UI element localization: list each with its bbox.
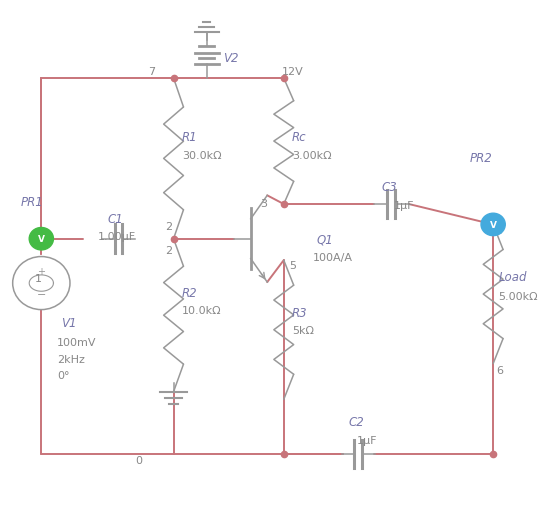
Text: 7: 7 bbox=[148, 67, 155, 77]
Text: PR2: PR2 bbox=[469, 151, 492, 164]
Text: 100A/A: 100A/A bbox=[312, 252, 353, 262]
Text: Load: Load bbox=[499, 271, 527, 284]
Text: 5: 5 bbox=[289, 261, 296, 271]
Text: V: V bbox=[38, 235, 45, 244]
Text: 2kHz: 2kHz bbox=[57, 354, 85, 364]
Text: C2: C2 bbox=[349, 415, 365, 428]
Text: C3: C3 bbox=[382, 181, 398, 194]
Circle shape bbox=[29, 228, 53, 250]
Text: 30.0kΩ: 30.0kΩ bbox=[182, 150, 222, 160]
Text: V1: V1 bbox=[61, 317, 76, 330]
Text: 1μF: 1μF bbox=[357, 435, 377, 445]
Text: 1μF: 1μF bbox=[394, 200, 414, 210]
Text: V: V bbox=[490, 220, 496, 230]
Text: 3.00kΩ: 3.00kΩ bbox=[292, 150, 332, 160]
Circle shape bbox=[481, 214, 505, 236]
Text: 0°: 0° bbox=[57, 371, 69, 381]
Text: 3: 3 bbox=[261, 199, 268, 209]
Text: 100mV: 100mV bbox=[57, 337, 96, 347]
Text: V2: V2 bbox=[223, 52, 239, 65]
Text: −: − bbox=[36, 289, 46, 299]
Text: 5.00kΩ: 5.00kΩ bbox=[499, 291, 538, 301]
Text: 5kΩ: 5kΩ bbox=[292, 326, 314, 336]
Text: 1.00μF: 1.00μF bbox=[98, 232, 136, 242]
Text: R3: R3 bbox=[292, 306, 307, 320]
Text: +: + bbox=[37, 267, 45, 276]
Text: C1: C1 bbox=[107, 212, 123, 225]
Text: R1: R1 bbox=[182, 131, 197, 144]
Text: PR1: PR1 bbox=[20, 196, 43, 209]
Text: 0: 0 bbox=[135, 455, 142, 465]
Text: R2: R2 bbox=[182, 286, 197, 299]
Text: Q1: Q1 bbox=[317, 233, 333, 246]
Text: 1: 1 bbox=[35, 273, 42, 284]
Text: 2: 2 bbox=[165, 245, 172, 256]
Text: 2: 2 bbox=[165, 221, 172, 232]
Text: Rc: Rc bbox=[292, 131, 307, 144]
Text: 12V: 12V bbox=[282, 67, 304, 77]
Text: 6: 6 bbox=[496, 365, 503, 376]
Text: 4: 4 bbox=[496, 225, 503, 236]
Text: 10.0kΩ: 10.0kΩ bbox=[182, 305, 222, 316]
